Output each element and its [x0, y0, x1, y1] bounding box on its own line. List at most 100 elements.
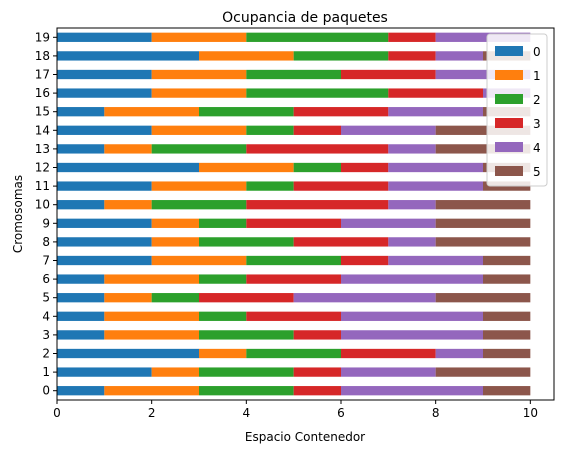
y-tick-label: 17	[35, 68, 50, 82]
bar-segment-13-series-1	[104, 144, 152, 154]
bar-segment-6-series-5	[483, 274, 531, 284]
bar-segment-0-series-5	[483, 386, 531, 396]
bar-segment-10-series-1	[104, 200, 152, 210]
bar-segment-3-series-5	[483, 330, 531, 340]
bar-segment-11-series-1	[151, 181, 247, 191]
bar-segment-0-series-3	[293, 386, 341, 396]
bar-segment-6-series-4	[341, 274, 483, 284]
bar-segment-4-series-0	[57, 311, 105, 321]
x-axis: 0 2 4 6 8 10	[53, 400, 538, 420]
bar-segment-4-series-3	[246, 311, 341, 321]
y-tick-label: 0	[42, 384, 50, 398]
bar-segment-4-series-5	[483, 311, 531, 321]
y-tick-label: 13	[35, 142, 50, 156]
bar-segment-9-series-1	[151, 218, 199, 228]
bar-segment-10-series-0	[57, 200, 105, 210]
x-tick-label: 0	[53, 406, 61, 420]
bar-segment-7-series-0	[57, 255, 152, 266]
legend-swatch-3	[495, 118, 523, 128]
bar-segment-17-series-2	[246, 69, 341, 80]
bar-segment-3-series-4	[341, 330, 483, 340]
bar-segment-17-series-0	[57, 69, 152, 80]
bar-segment-3-series-0	[57, 330, 105, 340]
bar-segment-18-series-0	[57, 51, 199, 61]
y-tick-label: 1	[42, 365, 50, 379]
y-tick-label: 6	[42, 272, 50, 286]
bar-segment-18-series-4	[435, 51, 483, 61]
bar-segment-15-series-4	[388, 107, 483, 117]
bar-segment-4-series-4	[341, 311, 483, 321]
bar-segment-5-series-0	[57, 293, 105, 303]
y-tick-label: 18	[35, 49, 50, 63]
bar-segment-18-series-2	[293, 51, 389, 61]
bar-segment-9-series-0	[57, 218, 152, 228]
bar-segment-9-series-4	[341, 218, 436, 228]
bar-segment-10-series-4	[388, 200, 436, 210]
bar-segment-1-series-5	[435, 367, 531, 377]
legend-label-4: 4	[533, 141, 541, 155]
bar-segment-16-series-2	[246, 88, 389, 98]
legend-label-1: 1	[533, 69, 541, 83]
bar-segment-11-series-4	[388, 181, 483, 191]
bar-segment-14-series-0	[57, 125, 152, 135]
bar-segment-7-series-1	[151, 255, 247, 266]
bar-segment-7-series-2	[246, 255, 341, 266]
bar-segment-19-series-4	[435, 32, 531, 42]
bar-segment-1-series-4	[341, 367, 436, 377]
x-axis-label: Espacio Contenedor	[245, 430, 365, 444]
bar-segment-0-series-2	[199, 386, 294, 396]
legend-label-2: 2	[533, 93, 541, 107]
bar-segment-5-series-4	[293, 293, 436, 303]
bar-segment-7-series-3	[341, 255, 389, 266]
x-tick-label: 4	[243, 406, 251, 420]
legend-label-3: 3	[533, 117, 541, 131]
legend: 0 1 2 3 4 5	[486, 33, 548, 187]
y-tick-label: 12	[35, 161, 50, 175]
bar-segment-6-series-1	[104, 274, 199, 284]
bar-segment-13-series-2	[151, 144, 247, 154]
bar-segment-8-series-1	[151, 237, 199, 247]
bar-segment-8-series-5	[435, 237, 531, 247]
bar-segment-5-series-5	[435, 293, 531, 303]
bar-segment-12-series-0	[57, 162, 199, 173]
y-tick-label: 4	[42, 309, 50, 323]
bar-segment-10-series-3	[246, 200, 389, 210]
y-tick-label: 7	[42, 254, 50, 268]
x-tick-label: 6	[337, 406, 345, 420]
bar-segment-17-series-4	[435, 69, 531, 80]
bar-segment-2-series-4	[435, 348, 483, 359]
bar-segment-16-series-3	[388, 88, 483, 98]
bar-segment-14-series-5	[435, 125, 531, 135]
bar-segment-16-series-0	[57, 88, 152, 98]
bar-segment-2-series-1	[199, 348, 247, 359]
bar-segment-0-series-1	[104, 386, 199, 396]
bar-segment-12-series-4	[388, 162, 483, 173]
bar-segment-8-series-4	[388, 237, 436, 247]
bar-segment-15-series-0	[57, 107, 105, 117]
bar-segment-12-series-1	[199, 162, 294, 173]
bar-segment-13-series-3	[246, 144, 389, 154]
bar-segment-6-series-3	[246, 274, 341, 284]
bar-segment-1-series-2	[199, 367, 294, 377]
bar-segment-11-series-0	[57, 181, 152, 191]
y-tick-label: 19	[35, 30, 50, 44]
bar-segment-12-series-2	[293, 162, 341, 173]
y-tick-label: 8	[42, 235, 50, 249]
y-tick-label: 10	[35, 198, 50, 212]
bar-segment-11-series-3	[293, 181, 389, 191]
bar-segment-15-series-2	[199, 107, 294, 117]
bar-segment-13-series-5	[435, 144, 531, 154]
y-tick-label: 9	[42, 216, 50, 230]
bar-segment-19-series-0	[57, 32, 152, 42]
bar-segment-6-series-2	[199, 274, 247, 284]
bar-segment-3-series-3	[293, 330, 341, 340]
bar-segment-11-series-2	[246, 181, 294, 191]
bar-segment-5-series-1	[104, 293, 152, 303]
bar-segment-12-series-3	[341, 162, 389, 173]
plot-frame	[56, 27, 555, 401]
x-tick-label: 2	[148, 406, 156, 420]
legend-label-5: 5	[533, 165, 541, 179]
x-tick-label: 10	[523, 406, 538, 420]
bar-segment-19-series-3	[388, 32, 436, 42]
